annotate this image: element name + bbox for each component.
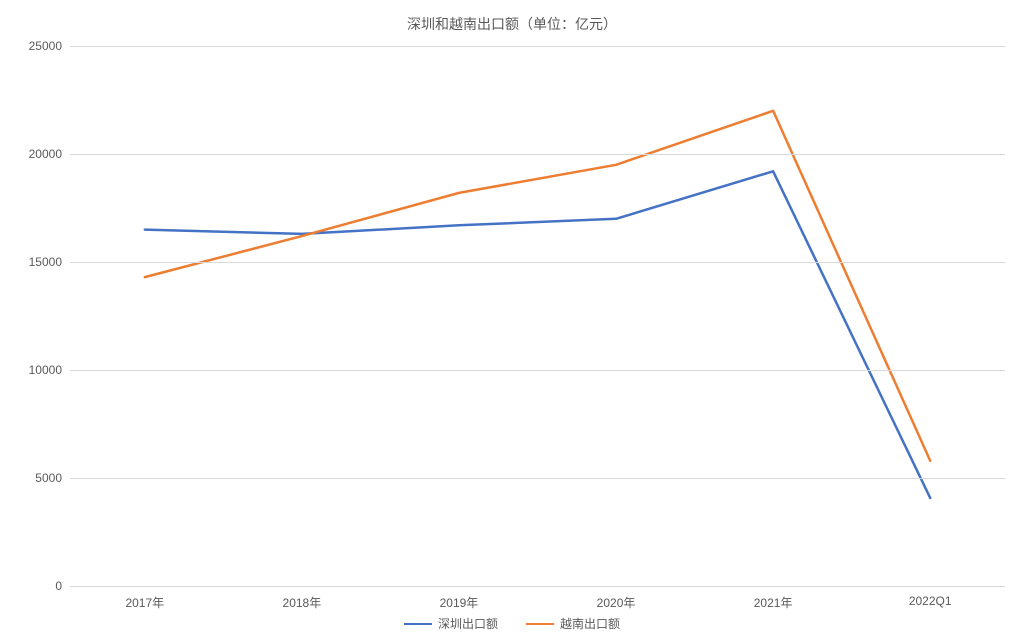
y-tick-label: 25000 <box>29 39 70 53</box>
x-tick-label: 2022Q1 <box>909 586 952 608</box>
y-tick-label: 10000 <box>29 363 70 377</box>
y-tick-label: 5000 <box>35 471 70 485</box>
series-layer <box>70 46 1005 586</box>
y-gridline <box>70 262 1005 263</box>
legend-item: 深圳出口额 <box>404 615 498 632</box>
y-tick-label: 20000 <box>29 147 70 161</box>
legend-item: 越南出口额 <box>526 615 620 632</box>
legend-label: 深圳出口额 <box>438 615 498 632</box>
legend-label: 越南出口额 <box>560 615 620 632</box>
series-line <box>145 171 930 498</box>
series-line <box>145 111 930 461</box>
x-tick-label: 2021年 <box>754 586 793 611</box>
y-gridline <box>70 478 1005 479</box>
chart-title: 深圳和越南出口额（单位：亿元） <box>0 14 1024 34</box>
x-tick-label: 2019年 <box>440 586 479 611</box>
line-chart: 深圳和越南出口额（单位：亿元） 050001000015000200002500… <box>0 0 1024 638</box>
y-gridline <box>70 154 1005 155</box>
y-gridline <box>70 46 1005 47</box>
legend: 深圳出口额 越南出口额 <box>0 615 1024 632</box>
y-tick-label: 0 <box>55 579 70 593</box>
x-tick-label: 2020年 <box>597 586 636 611</box>
y-gridline <box>70 370 1005 371</box>
legend-swatch <box>404 623 432 625</box>
x-tick-label: 2018年 <box>283 586 322 611</box>
y-tick-label: 15000 <box>29 255 70 269</box>
legend-swatch <box>526 623 554 625</box>
y-gridline <box>70 586 1005 587</box>
plot-area: 05000100001500020000250002017年2018年2019年… <box>70 46 1005 586</box>
x-tick-label: 2017年 <box>125 586 164 611</box>
